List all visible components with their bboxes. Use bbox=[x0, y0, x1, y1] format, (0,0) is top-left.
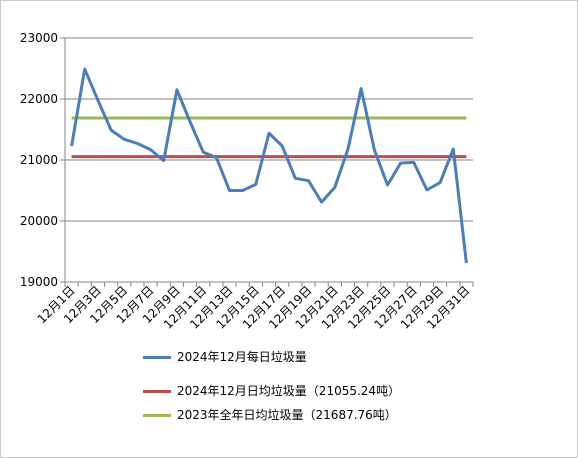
daily-series-line bbox=[70, 67, 468, 264]
legend-swatch-2023-average bbox=[143, 414, 171, 417]
y-tick-label: 19000 bbox=[20, 275, 58, 289]
y-tick-label: 23000 bbox=[20, 31, 58, 45]
y-tick-label: 20000 bbox=[20, 214, 58, 228]
legend-swatch-dec-average bbox=[143, 390, 171, 393]
legend-item-2023-average: 2023年全年日均垃圾量（21687.76吨） bbox=[143, 407, 433, 423]
legend: 2024年12月每日垃圾量 2024年12月日均垃圾量（21055.24吨） 2… bbox=[143, 349, 433, 431]
y-tick-label: 21000 bbox=[20, 153, 58, 167]
legend-item-dec-average: 2024年12月日均垃圾量（21055.24吨） bbox=[143, 383, 433, 399]
legend-label-daily: 2024年12月每日垃圾量 bbox=[177, 350, 307, 364]
legend-label-dec-average: 2024年12月日均垃圾量（21055.24吨） bbox=[177, 384, 401, 398]
legend-item-daily: 2024年12月每日垃圾量 bbox=[143, 349, 433, 365]
y-tick-label: 22000 bbox=[20, 92, 58, 106]
legend-label-2023-average: 2023年全年日均垃圾量（21687.76吨） bbox=[177, 408, 397, 422]
legend-swatch-daily bbox=[143, 356, 171, 359]
